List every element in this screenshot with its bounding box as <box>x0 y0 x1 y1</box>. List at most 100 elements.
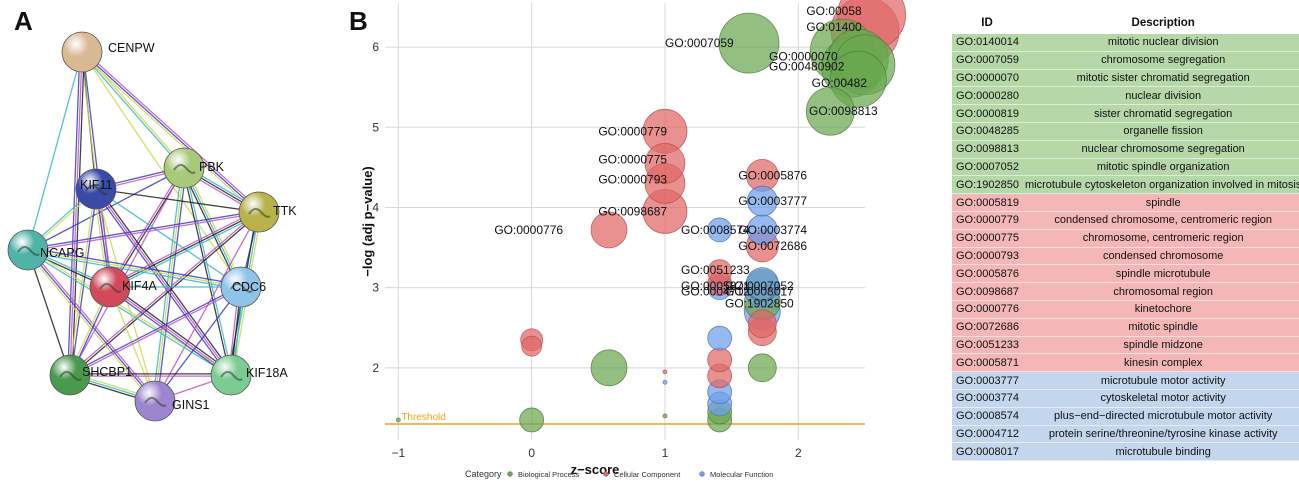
table-row: GO:0000793 condensed chromosome <box>952 247 1299 266</box>
network-edge-kif11-ttk <box>95 188 260 213</box>
network-edge-cenpw-shcbp1 <box>71 52 85 376</box>
network-node-ncapg[interactable] <box>7 229 49 271</box>
table-row: GO:0048285 organelle fission <box>952 122 1299 141</box>
bubble-label: GO:0003777 <box>738 194 807 208</box>
network-edge-kif11-kif18a <box>95 188 232 376</box>
network-edge-cenpw-shcbp1 <box>67 51 81 375</box>
go-id-cell: GO:0051233 <box>952 336 1022 355</box>
y-tick-label: 5 <box>372 120 379 134</box>
bubble-chart-panel: B Threshold GO:00058 GO:01400 GO:0007059 GO… <box>345 0 945 482</box>
bubble-label: GO:1902850 <box>725 297 794 311</box>
y-axis-label: −log (adj p−value) <box>360 166 375 277</box>
bubble-label: GO:0051233 <box>681 263 750 277</box>
bubble-label: GO:01400 <box>806 20 862 34</box>
x-tick-label: 2 <box>795 446 802 460</box>
go-description-cell: chromosomal region <box>1022 282 1299 301</box>
network-edge-pbk-ncapg <box>27 167 185 251</box>
go-description-cell: mitotic spindle organization <box>1022 158 1299 177</box>
bubble-point <box>590 349 628 387</box>
network-node-kif18a[interactable] <box>210 354 252 396</box>
table-row: GO:0000776 kinetochore <box>952 300 1299 319</box>
table-row: GO:0000070 mitotic sister chromatid segre… <box>952 69 1299 88</box>
network-edge-cdc6-gins1 <box>154 286 242 402</box>
go-description-cell: spindle <box>1022 193 1299 212</box>
go-description-cell: nuclear division <box>1022 86 1299 106</box>
bubble-label: GO:0008017 <box>725 285 794 299</box>
bubble-point <box>707 325 733 351</box>
protein-structure-icon <box>248 208 271 218</box>
network-node-cdc6[interactable] <box>220 266 262 308</box>
go-description-cell: cytoskeletal motor activity <box>1022 389 1299 408</box>
bubble-label: GO:0005871 <box>681 279 750 293</box>
network-node-cenpw[interactable] <box>61 31 103 73</box>
network-node-pbk[interactable] <box>163 147 205 189</box>
protein-structure-icon <box>173 164 196 174</box>
go-description-cell: organelle fission <box>1022 122 1299 141</box>
go-id-cell: GO:0048285 <box>952 122 1022 141</box>
protein-structure-icon <box>85 185 108 195</box>
chart-legend: Category Biological Process Cellular Compo… <box>465 469 773 479</box>
network-edge-cenpw-ttk <box>81 51 260 213</box>
y-tick-label: 2 <box>372 361 379 375</box>
go-id-cell: GO:0007052 <box>952 158 1022 177</box>
go-description-cell: nuclear chromosome segregation <box>1022 140 1299 159</box>
bubble-label: GO:00480902 <box>769 59 845 73</box>
network-edge-pbk-gins1 <box>154 167 185 402</box>
go-id-cell: GO:0000819 <box>952 104 1022 123</box>
table-row: GO:0051233 spindle midzone <box>952 336 1299 355</box>
table-header-row: ID Description <box>952 12 1299 34</box>
table-row: GO:0004712 protein serine/threonine/tyros… <box>952 425 1299 444</box>
bubble-label: GO:0000776 <box>494 223 563 237</box>
network-node-shcbp1[interactable] <box>49 354 91 396</box>
network-node-kif11[interactable] <box>75 168 117 210</box>
network-edge-ttk-gins1 <box>154 211 260 402</box>
protein-structure-icon <box>230 283 253 293</box>
network-panel: A CENPW PBK KIF11 TTK NCAPG KIF4A CDC6 SHCBP1 KI… <box>0 0 345 482</box>
table-row: GO:0003774 cytoskeletal motor activity <box>952 389 1299 408</box>
network-edge-ncapg-kif18a <box>27 250 231 377</box>
go-id-cell: GO:0072686 <box>952 318 1022 337</box>
network-node-kif4a[interactable] <box>89 266 131 308</box>
x-tick-label: 0 <box>528 446 535 460</box>
y-tick-label: 3 <box>372 281 379 295</box>
network-edge-ttk-shcbp1 <box>68 210 259 375</box>
panel-letter-b: B <box>349 6 368 36</box>
go-id-cell: GO:0005819 <box>952 193 1022 212</box>
bubble-point <box>747 353 777 383</box>
bubble-point <box>662 413 668 419</box>
network-node-label-kif11: KIF11 <box>80 178 112 192</box>
go-id-cell: GO:0000070 <box>952 69 1022 88</box>
legend-entry: Biological Process <box>518 470 580 479</box>
network-node-ttk[interactable] <box>238 191 280 233</box>
go-description-cell: condensed chromosome <box>1022 247 1299 266</box>
table-row: GO:0000280 nuclear division <box>952 86 1299 106</box>
go-id-cell: GO:0003774 <box>952 389 1022 408</box>
go-description-cell: microtubule binding <box>1022 442 1299 462</box>
bubble-point <box>707 347 733 373</box>
table-row: GO:0098687 chromosomal region <box>952 282 1299 301</box>
go-id-cell: GO:1902850 <box>952 175 1022 195</box>
go-id-cell: GO:0098813 <box>952 140 1022 159</box>
legend-entry: Molecular Function <box>710 470 773 479</box>
go-id-cell: GO:0004712 <box>952 425 1022 444</box>
bubble-point <box>747 309 777 339</box>
go-id-cell: GO:0008574 <box>952 407 1022 426</box>
bubble-point-go0008017 <box>745 267 779 301</box>
network-edge-kif11-shcbp1 <box>70 189 98 376</box>
network-edge-cenpw-cdc6 <box>81 51 242 288</box>
bubble-point <box>519 407 545 433</box>
network-node-label-gins1: GINS1 <box>172 398 210 412</box>
network-node-label-shcbp1: SHCBP1 <box>82 365 132 379</box>
table-row: GO:0098813 nuclear chromosome segregation <box>952 140 1299 159</box>
go-id-cell: GO:0003777 <box>952 371 1022 390</box>
bubble-label: GO:0008574 <box>681 223 750 237</box>
protein-structure-icon <box>220 371 243 381</box>
go-description-cell: kinetochore <box>1022 300 1299 319</box>
table-row: GO:0000779 condensed chromosome, centrome… <box>952 211 1299 230</box>
bubble-point <box>662 379 668 385</box>
go-id-cell: GO:0000775 <box>952 229 1022 248</box>
network-node-gins1[interactable] <box>134 380 176 422</box>
go-description-cell: microtubule motor activity <box>1022 371 1299 390</box>
network-node-label-cenpw: CENPW <box>108 41 155 55</box>
protein-structure-icon <box>17 246 40 256</box>
